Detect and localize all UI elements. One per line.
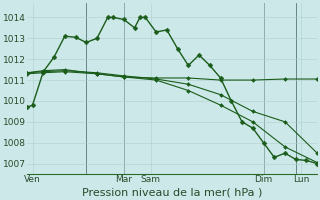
X-axis label: Pression niveau de la mer( hPa ): Pression niveau de la mer( hPa ) [82,187,262,197]
